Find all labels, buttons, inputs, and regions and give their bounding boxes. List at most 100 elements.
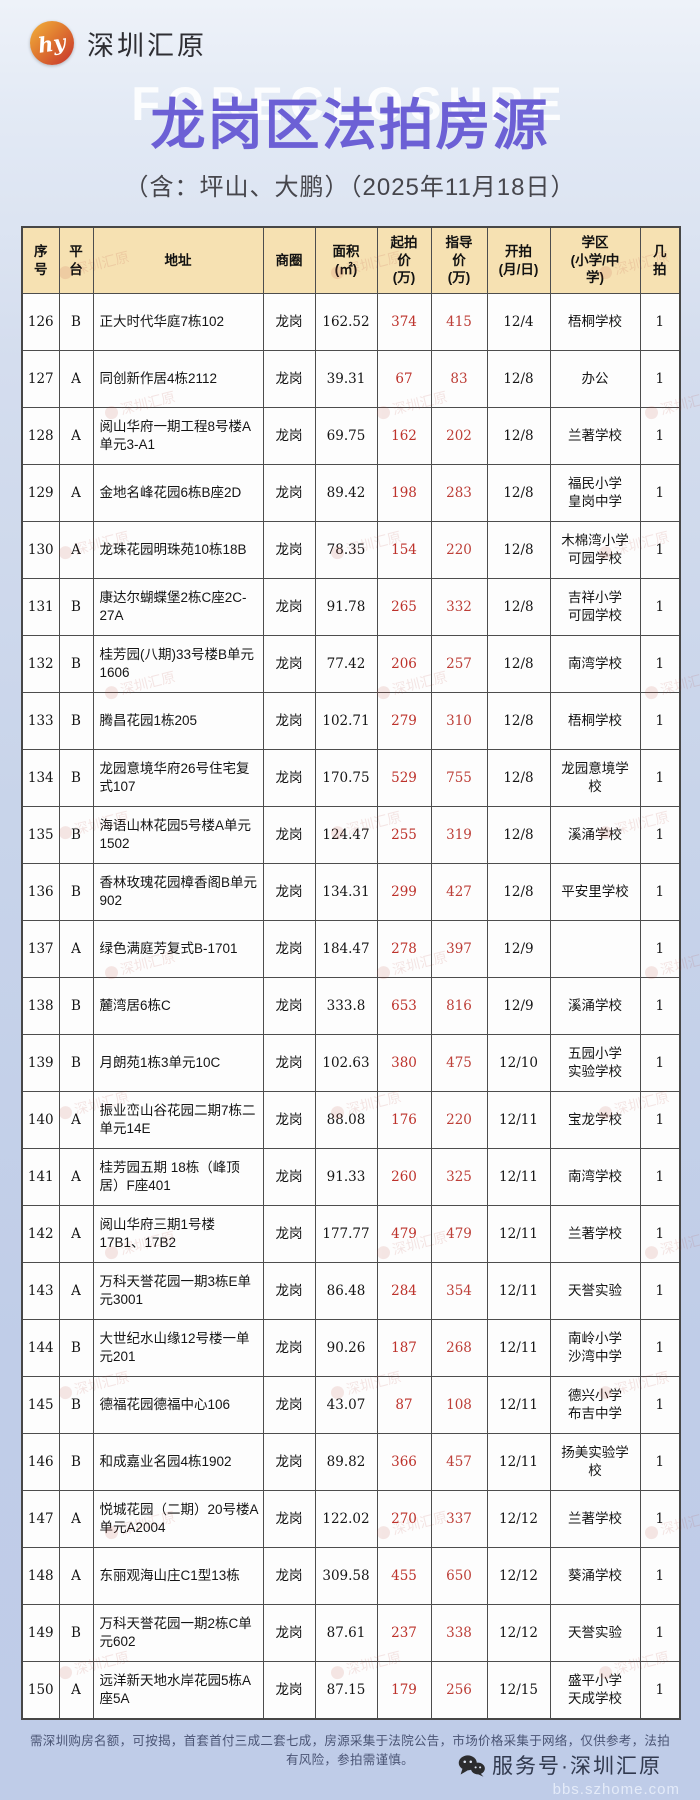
cell-guide-price: 220 — [430, 520, 488, 579]
cell-start-price: 270 — [376, 1489, 432, 1548]
cell-area: 69.75 — [314, 406, 378, 465]
cell-no: 137 — [21, 919, 60, 978]
cell-no: 149 — [21, 1603, 60, 1662]
table-row: 147 A 悦城花园（二期）20号楼A单元A2004 龙岗 122.02 270… — [21, 1489, 681, 1548]
cell-date: 12/8 — [486, 862, 551, 921]
cell-school: 龙园意境学校 — [549, 748, 641, 807]
cell-area: 39.31 — [314, 349, 378, 408]
cell-start-price: 198 — [376, 463, 432, 522]
cell-no: 132 — [21, 634, 60, 693]
cell-area: 90.26 — [314, 1318, 378, 1377]
cell-date: 12/11 — [486, 1432, 551, 1491]
cell-start-price: 455 — [376, 1546, 432, 1605]
cell-platform: A — [58, 406, 94, 465]
cell-school: 葵涌学校 — [549, 1546, 641, 1605]
cell-school: 梧桐学校 — [549, 691, 641, 750]
cell-start-price: 299 — [376, 862, 432, 921]
cell-guide-price: 332 — [430, 577, 488, 636]
table-row: 126 B 正大时代华庭7栋102 龙岗 162.52 374 415 12/4… — [21, 292, 681, 351]
cell-date: 12/8 — [486, 748, 551, 807]
cell-no: 138 — [21, 976, 60, 1035]
cell-start-price: 265 — [376, 577, 432, 636]
cell-round: 1 — [639, 1546, 681, 1605]
cell-guide-price: 337 — [430, 1489, 488, 1548]
cell-round: 1 — [639, 691, 681, 750]
cell-date: 12/8 — [486, 577, 551, 636]
cell-date: 12/4 — [486, 292, 551, 351]
col-header-school: 学区 (小学/中 学) — [549, 226, 641, 294]
cell-guide-price: 479 — [430, 1204, 488, 1263]
cell-area: 86.48 — [314, 1261, 378, 1320]
cell-date: 12/12 — [486, 1489, 551, 1548]
table-row: 136 B 香林玫瑰花园樟香阁B单元902 龙岗 134.31 299 427 … — [21, 862, 681, 921]
col-header-area: 面积 (㎡) — [314, 226, 378, 294]
cell-district: 龙岗 — [262, 1090, 316, 1149]
cell-address: 绿色满庭芳复式B-1701 — [92, 919, 264, 978]
cell-school: 兰著学校 — [549, 1489, 641, 1548]
table-row: 128 A 阅山华府一期工程8号楼A单元3-A1 龙岗 69.75 162 20… — [21, 406, 681, 465]
cell-guide-price: 755 — [430, 748, 488, 807]
cell-start-price: 206 — [376, 634, 432, 693]
cell-date: 12/8 — [486, 520, 551, 579]
table-body: 126 B 正大时代华庭7栋102 龙岗 162.52 374 415 12/4… — [21, 292, 681, 1720]
col-header-guide-price: 指导 价 (万) — [430, 226, 488, 294]
table-row: 135 B 海语山林花园5号楼A单元1502 龙岗 124.47 255 319… — [21, 805, 681, 864]
table-row: 140 A 振业峦山谷花园二期7栋二单元14E 龙岗 88.08 176 220… — [21, 1090, 681, 1149]
cell-area: 91.33 — [314, 1147, 378, 1206]
cell-platform: A — [58, 1660, 94, 1720]
cell-platform: B — [58, 634, 94, 693]
cell-platform: B — [58, 1033, 94, 1092]
cell-guide-price: 283 — [430, 463, 488, 522]
cell-platform: B — [58, 1432, 94, 1491]
disclaimer-note: 需深圳购房名额，可按揭，首套首付三成二套七成，房源采集于法院公告，市场价格采集于… — [30, 1734, 671, 1767]
cell-district: 龙岗 — [262, 349, 316, 408]
cell-guide-price: 310 — [430, 691, 488, 750]
wechat-icon — [458, 1754, 485, 1777]
cell-platform: A — [58, 520, 94, 579]
cell-area: 134.31 — [314, 862, 378, 921]
cell-start-price: 366 — [376, 1432, 432, 1491]
cell-address: 和成嘉业名园4栋1902 — [92, 1432, 264, 1491]
page-title: 龙岗区法拍房源 — [150, 94, 550, 156]
cell-round: 1 — [639, 349, 681, 408]
cell-start-price: 279 — [376, 691, 432, 750]
cell-area: 87.61 — [314, 1603, 378, 1662]
title-block: FORECLOSURE 龙岗区法拍房源 （含：坪山、大鹏）（2025年11月18… — [0, 77, 700, 202]
cell-platform: B — [58, 691, 94, 750]
cell-date: 12/12 — [486, 1603, 551, 1662]
cell-address: 远洋新天地水岸花园5栋A座5A — [92, 1660, 264, 1720]
cell-guide-price: 397 — [430, 919, 488, 978]
cell-platform: A — [58, 1147, 94, 1206]
table-row: 137 A 绿色满庭芳复式B-1701 龙岗 184.47 278 397 12… — [21, 919, 681, 978]
cell-round: 1 — [639, 634, 681, 693]
cell-no: 144 — [21, 1318, 60, 1377]
cell-no: 127 — [21, 349, 60, 408]
cell-address: 大世纪水山缘12号楼一单元201 — [92, 1318, 264, 1377]
cell-address: 香林玫瑰花园樟香阁B单元902 — [92, 862, 264, 921]
cell-date: 12/8 — [486, 349, 551, 408]
cell-round: 1 — [639, 406, 681, 465]
cell-date: 12/8 — [486, 463, 551, 522]
table-header-row: 序 号 平 台 地址 商圈 面积 (㎡) 起拍 价 (万) 指导 价 (万) 开… — [21, 226, 681, 294]
cell-guide-price: 220 — [430, 1090, 488, 1149]
cell-platform: A — [58, 919, 94, 978]
cell-date: 12/10 — [486, 1033, 551, 1092]
brand-name: 深圳汇原 — [87, 30, 207, 61]
cell-guide-price: 475 — [430, 1033, 488, 1092]
cell-round: 1 — [639, 1147, 681, 1206]
cell-date: 12/11 — [486, 1375, 551, 1434]
cell-address: 阅山华府三期1号楼17B1、17B2 — [92, 1204, 264, 1263]
cell-district: 龙岗 — [262, 520, 316, 579]
cell-no: 146 — [21, 1432, 60, 1491]
cell-district: 龙岗 — [262, 1546, 316, 1605]
cell-start-price: 237 — [376, 1603, 432, 1662]
cell-platform: A — [58, 463, 94, 522]
cell-district: 龙岗 — [262, 1603, 316, 1662]
listings-table-wrap: 序 号 平 台 地址 商圈 面积 (㎡) 起拍 价 (万) 指导 价 (万) 开… — [21, 226, 681, 1720]
col-header-platform: 平 台 — [58, 226, 94, 294]
cell-address: 同创新作居4栋2112 — [92, 349, 264, 408]
table-row: 132 B 桂芳园(八期)33号楼B单元1606 龙岗 77.42 206 25… — [21, 634, 681, 693]
cell-district: 龙岗 — [262, 919, 316, 978]
cell-area: 162.52 — [314, 292, 378, 351]
col-header-address: 地址 — [92, 226, 264, 294]
